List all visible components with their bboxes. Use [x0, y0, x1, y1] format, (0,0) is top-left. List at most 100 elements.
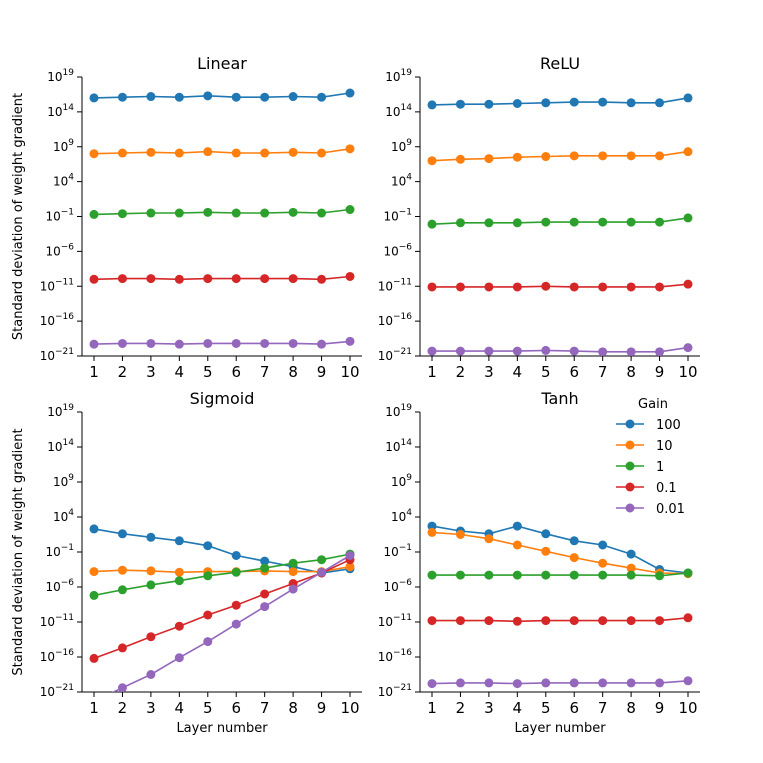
x-tick-label: 6 — [231, 699, 241, 717]
series-gain-100-point — [174, 92, 184, 102]
x-tick-label: 1 — [427, 699, 437, 717]
y-tick-label: 109 — [53, 473, 74, 489]
series-gain-100-line — [93, 528, 351, 574]
series-gain-1-point — [569, 217, 579, 227]
series-gain-0-01-point — [174, 339, 184, 349]
legend: Gain 100 10 1 0.1 0.01 — [616, 397, 685, 517]
series-gain-100-point — [598, 97, 608, 107]
legend-entry-0-1: 0.1 — [616, 481, 677, 496]
series-gain-0-01-point — [484, 678, 494, 688]
series-gain-0-01-point — [569, 678, 579, 688]
series-gain-0-1 — [427, 613, 693, 626]
x-tick-label: 1 — [427, 363, 437, 381]
series-gain-100-point — [117, 92, 127, 102]
series-gain-100-point — [569, 97, 579, 107]
x-tick-label: 7 — [598, 699, 608, 717]
series-gain-0-01-point — [174, 653, 184, 663]
series-gain-100-line — [431, 97, 689, 106]
x-tick-label: 7 — [260, 699, 270, 717]
series-gain-100-point — [288, 92, 298, 102]
y-tick-label: 10−16 — [378, 312, 413, 328]
series-gain-1-point — [89, 590, 99, 600]
y-tick-label: 10−11 — [378, 613, 412, 629]
y-tick-label: 10−11 — [40, 613, 74, 629]
series-gain-0-01-point — [117, 683, 127, 692]
legend-label: 0.01 — [656, 502, 685, 517]
series-gain-1-point — [512, 218, 522, 228]
series-gain-10-point — [626, 151, 636, 161]
y-tick-label: 104 — [53, 173, 74, 189]
series-gain-100-point — [626, 549, 636, 559]
series-gain-0-01-point — [455, 346, 465, 356]
x-tick-label: 1 — [89, 363, 99, 381]
y-tick-label: 109 — [391, 473, 412, 489]
series-gain-0-1-point — [317, 274, 327, 284]
series-gain-1-point — [203, 207, 213, 217]
series-gain-1-point — [231, 208, 241, 218]
series-gain-10-point — [569, 553, 579, 563]
series-gain-10 — [427, 147, 693, 166]
legend-label: 1 — [656, 460, 664, 475]
legend-entry-0-01: 0.01 — [616, 502, 685, 517]
series-gain-0-1-point — [455, 282, 465, 292]
series-gain-100-point — [260, 556, 270, 566]
series-gain-1-line — [431, 217, 689, 225]
series-gain-0-01-point — [231, 619, 241, 629]
legend-label: 10 — [656, 439, 673, 454]
series-gain-0-01-line — [431, 680, 689, 685]
series-gain-0-01-point — [569, 346, 579, 356]
x-tick-label: 1 — [89, 699, 99, 717]
series-gain-0-1-point — [683, 279, 693, 289]
legend-label: 0.1 — [656, 481, 677, 496]
series-gain-10-point — [598, 558, 608, 568]
x-tick-label: 6 — [569, 363, 579, 381]
series-gain-1-point — [598, 570, 608, 580]
series-gain-100-line — [93, 92, 351, 99]
y-tick-label: 104 — [391, 173, 412, 189]
series-gain-10-point — [89, 567, 99, 577]
series-gain-0-01-point — [317, 567, 327, 577]
series-gain-10-point — [455, 154, 465, 164]
y-tick-label: 10−1 — [383, 543, 412, 559]
y-tick-label: 104 — [391, 508, 412, 524]
series-gain-0-01-point — [626, 347, 636, 356]
series-gain-0-1-point — [569, 616, 579, 626]
series-gain-1-point — [317, 555, 327, 565]
series-gain-0-01-point — [655, 347, 665, 356]
x-tick-label: 3 — [484, 699, 494, 717]
series-gain-10-line — [93, 148, 351, 155]
series-gain-10-point — [174, 148, 184, 158]
y-tick-label: 1019 — [385, 68, 412, 84]
x-tick-label: 3 — [146, 699, 156, 717]
series-gain-100-point — [427, 521, 437, 531]
series-gain-1-line — [93, 208, 351, 216]
series-gain-0-01-point — [146, 670, 156, 679]
y-tick-label: 104 — [53, 508, 74, 524]
x-tick-label: 8 — [626, 363, 636, 381]
series-gain-0-01-point — [683, 343, 693, 353]
x-axis-label: Layer number — [176, 721, 268, 736]
series-gain-10 — [427, 527, 693, 579]
series-gain-100 — [89, 524, 355, 578]
series-gain-0-1-point — [89, 274, 99, 284]
y-tick-label: 1014 — [385, 103, 412, 119]
series-gain-0-1-point — [231, 600, 241, 610]
x-tick-label: 4 — [513, 363, 523, 381]
x-tick-label: 9 — [317, 363, 327, 381]
series-gain-0-1-point — [146, 274, 156, 284]
series-gain-10-point — [427, 156, 437, 166]
x-tick-label: 4 — [175, 363, 185, 381]
series-gain-10-point — [203, 147, 213, 157]
series-gain-100-point — [203, 541, 213, 551]
series-gain-10-point — [541, 546, 551, 556]
x-tick-label: 7 — [260, 363, 270, 381]
x-tick-label: 10 — [678, 363, 697, 381]
series-gain-0-1-point — [203, 610, 213, 620]
x-tick-label: 10 — [340, 363, 359, 381]
series-gain-0-01-point — [427, 346, 437, 356]
legend-marker — [625, 440, 635, 450]
x-tick-label: 8 — [626, 699, 636, 717]
series-gain-0-01-point — [288, 584, 298, 594]
series-gain-0-1-point — [598, 282, 608, 292]
series-gain-1-point — [146, 208, 156, 218]
